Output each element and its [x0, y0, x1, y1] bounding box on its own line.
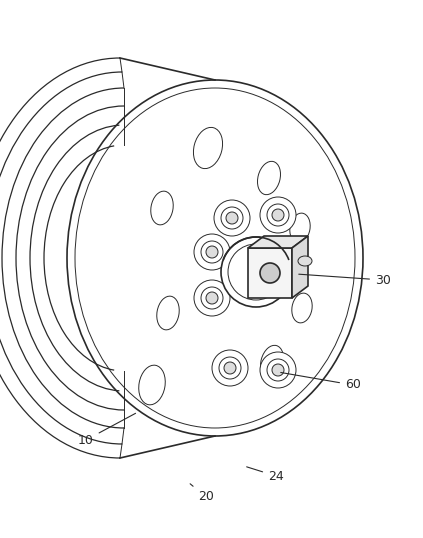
Ellipse shape [290, 213, 310, 243]
Ellipse shape [298, 256, 312, 266]
Ellipse shape [206, 292, 218, 304]
Ellipse shape [260, 263, 280, 283]
Ellipse shape [224, 362, 236, 374]
Ellipse shape [292, 293, 312, 323]
Ellipse shape [258, 161, 280, 195]
Ellipse shape [261, 345, 283, 379]
Text: 60: 60 [281, 372, 361, 392]
Ellipse shape [206, 246, 218, 258]
Polygon shape [292, 236, 308, 298]
Ellipse shape [212, 350, 248, 386]
Ellipse shape [67, 80, 363, 436]
Ellipse shape [272, 209, 284, 221]
Text: 20: 20 [190, 484, 214, 504]
Ellipse shape [221, 237, 291, 307]
Ellipse shape [272, 364, 284, 376]
Ellipse shape [226, 212, 238, 224]
Ellipse shape [260, 197, 296, 233]
Polygon shape [248, 236, 308, 248]
Ellipse shape [193, 128, 222, 168]
Text: 30: 30 [299, 273, 391, 287]
Ellipse shape [260, 352, 296, 388]
Text: 24: 24 [247, 467, 284, 483]
Ellipse shape [194, 234, 230, 270]
Text: 10: 10 [78, 413, 135, 447]
Polygon shape [248, 248, 292, 298]
Ellipse shape [214, 200, 250, 236]
Ellipse shape [194, 280, 230, 316]
Ellipse shape [157, 296, 179, 330]
Ellipse shape [139, 365, 165, 405]
Ellipse shape [151, 191, 173, 225]
